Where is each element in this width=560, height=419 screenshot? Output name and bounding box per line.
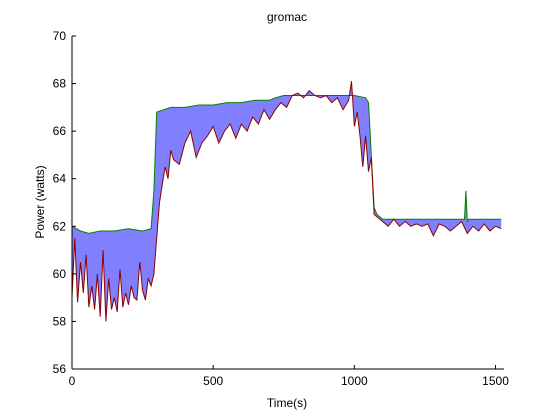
y-axis-label: Power (watts)	[33, 165, 47, 238]
lower-line	[71, 81, 502, 322]
axes: 56 58 60 62 64 66 68 70 0 500 1000 1500	[53, 29, 510, 388]
y-tick-label: 68	[53, 77, 67, 91]
x-tick-label: 0	[69, 374, 76, 388]
x-tick-label: 1000	[341, 374, 368, 388]
plot-area	[71, 81, 502, 322]
y-tick-label: 62	[53, 219, 67, 233]
area-fill	[72, 81, 502, 322]
y-tick-label: 58	[53, 314, 67, 328]
y-tick-label: 64	[53, 172, 67, 186]
x-tick-label: 500	[203, 374, 223, 388]
y-tick-label: 66	[53, 124, 67, 138]
y-tick-label: 60	[53, 267, 67, 281]
chart-title: gromac	[267, 10, 307, 24]
x-tick-label: 1500	[482, 374, 509, 388]
y-tick-label: 70	[53, 29, 67, 43]
x-axis-label: Time(s)	[267, 396, 307, 410]
y-tick-label: 56	[53, 362, 67, 376]
upper-line	[71, 95, 502, 234]
